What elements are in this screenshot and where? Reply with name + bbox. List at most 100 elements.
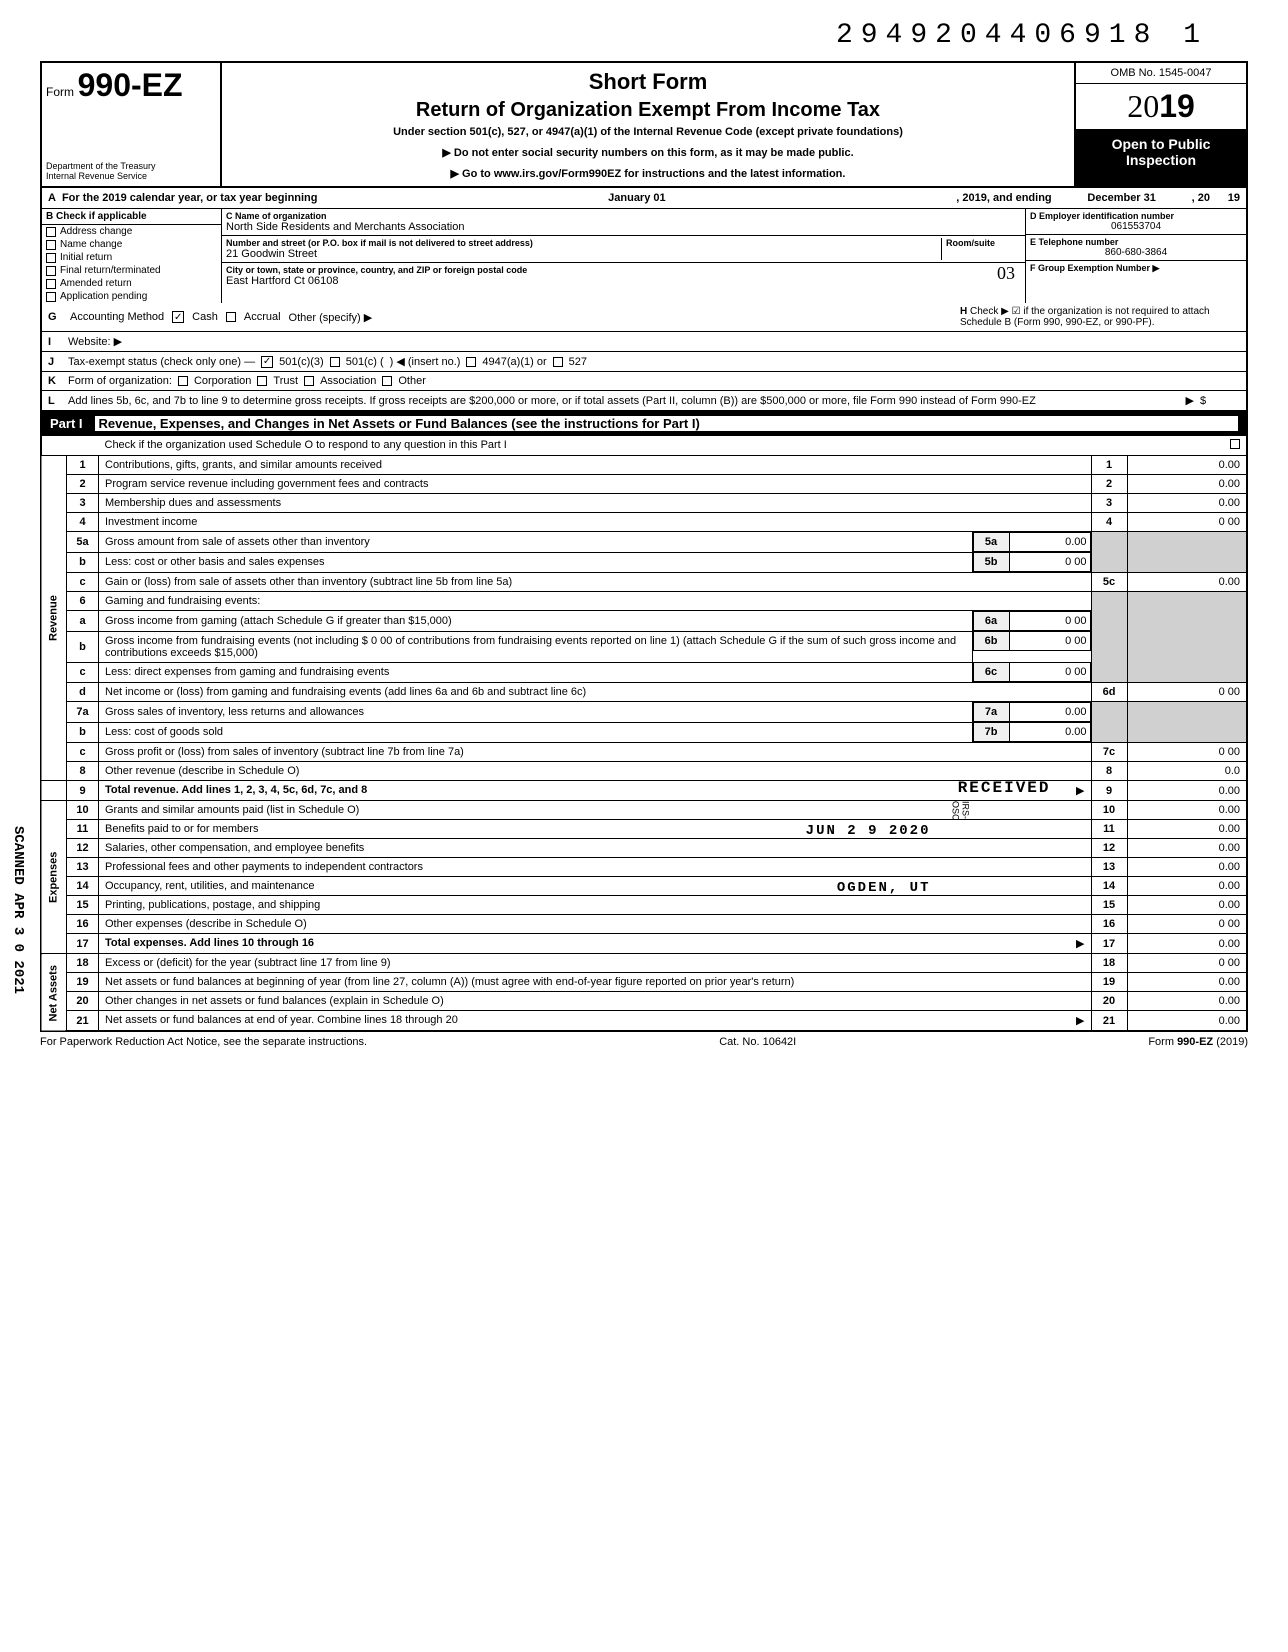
insert-no: ) ◀ (insert no.) <box>390 355 461 368</box>
l18-val: 0 00 <box>1127 954 1247 973</box>
l14-desc: Occupancy, rent, utilities, and maintena… <box>105 880 315 892</box>
l5c-desc: Gain or (loss) from sale of assets other… <box>105 576 512 588</box>
cb-final-return[interactable]: Final return/terminated <box>42 264 221 277</box>
l6a-sval: 0 00 <box>1010 612 1090 630</box>
l9-num: 9 <box>67 781 99 801</box>
omb-number: OMB No. 1545-0047 <box>1076 63 1246 84</box>
l6b-snum: 6b <box>974 632 1010 650</box>
l5a-num: 5a <box>67 532 99 553</box>
row-a-text: For the 2019 calendar year, or tax year … <box>62 192 318 204</box>
cb-label-0: Address change <box>60 226 132 237</box>
handwritten-03: 03 <box>997 263 1015 284</box>
l19-rnum: 19 <box>1091 973 1127 992</box>
l14-val: 0.00 <box>1127 877 1247 896</box>
add-lines-row: L Add lines 5b, 6c, and 7b to line 9 to … <box>40 391 1248 412</box>
l8-val: 0.0 <box>1127 762 1247 781</box>
part1-header: Part I Revenue, Expenses, and Changes in… <box>40 412 1248 435</box>
l19-val: 0.00 <box>1127 973 1247 992</box>
l7c-rnum: 7c <box>1091 743 1127 762</box>
l10-rnum: 10 <box>1091 801 1127 820</box>
website-row: I Website: ▶ <box>40 332 1248 352</box>
assoc-checkbox[interactable] <box>304 376 314 386</box>
year-val-19: 19 <box>1210 192 1240 204</box>
ogden-stamp: OGDEN, UT <box>837 880 931 896</box>
l9-val: 0.00 <box>1127 781 1247 801</box>
l7c-num: c <box>67 743 99 762</box>
l6b-desc: Gross income from fundraising events (no… <box>105 635 368 647</box>
l20-rnum: 20 <box>1091 992 1127 1011</box>
line-13: 13 Professional fees and other payments … <box>41 858 1247 877</box>
l6a-desc: Gross income from gaming (attach Schedul… <box>105 615 452 627</box>
l16-val: 0 00 <box>1127 915 1247 934</box>
city-label: City or town, state or province, country… <box>226 265 1021 275</box>
l8-desc: Other revenue (describe in Schedule O) <box>105 765 299 777</box>
form-header-center: Short Form Return of Organization Exempt… <box>222 63 1076 186</box>
cb-initial-return[interactable]: Initial return <box>42 251 221 264</box>
l1-num: 1 <box>67 456 99 475</box>
527-checkbox[interactable] <box>553 357 563 367</box>
accounting-text: Accounting Method <box>70 311 164 323</box>
other-org-label: Other <box>398 375 426 387</box>
cb-amended-return[interactable]: Amended return <box>42 277 221 290</box>
l7c-desc: Gross profit or (loss) from sales of inv… <box>105 746 464 758</box>
cb-address-change[interactable]: Address change <box>42 225 221 238</box>
line-10: Expenses 10 Grants and similar amounts p… <box>41 801 1247 820</box>
l8-rnum: 8 <box>1091 762 1127 781</box>
l7a-sval: 0.00 <box>1010 703 1090 721</box>
row-l-dollar: $ <box>1200 395 1240 407</box>
l5b-num: b <box>67 552 99 573</box>
line-19: 19 Net assets or fund balances at beginn… <box>41 973 1247 992</box>
l4-rnum: 4 <box>1091 513 1127 532</box>
city-value: East Hartford Ct 06108 <box>226 275 1021 287</box>
trust-checkbox[interactable] <box>257 376 267 386</box>
corp-checkbox[interactable] <box>178 376 188 386</box>
4947-checkbox[interactable] <box>466 357 476 367</box>
ssn-warning: ▶ Do not enter social security numbers o… <box>228 146 1068 159</box>
line-14: 14 Occupancy, rent, utilities, and maint… <box>41 877 1247 896</box>
footer-center: Cat. No. 10642I <box>719 1036 796 1048</box>
501c3-checkbox[interactable]: ✓ <box>261 356 273 368</box>
row-h: H Check ▶ ☑ if the organization is not r… <box>960 306 1240 328</box>
row-l-arrow: ▶ <box>1186 394 1194 407</box>
l5a-snum: 5a <box>974 533 1010 551</box>
row-j-label: J <box>48 356 62 368</box>
line-5b: b Less: cost or other basis and sales ex… <box>41 552 1247 573</box>
l6c-snum: 6c <box>974 663 1010 681</box>
l6d-desc: Net income or (loss) from gaming and fun… <box>105 686 586 698</box>
ein-value: 061553704 <box>1030 221 1242 232</box>
cash-label: Cash <box>192 311 218 323</box>
l21-val: 0.00 <box>1127 1011 1247 1032</box>
year-suffix: , 20 <box>1192 192 1210 204</box>
l18-rnum: 18 <box>1091 954 1127 973</box>
dept-line2: Internal Revenue Service <box>46 172 216 182</box>
line-15: 15 Printing, publications, postage, and … <box>41 896 1247 915</box>
l10-val: 0.00 <box>1127 801 1247 820</box>
under-section: Under section 501(c), 527, or 4947(a)(1)… <box>228 126 1068 138</box>
l12-num: 12 <box>67 839 99 858</box>
l13-rnum: 13 <box>1091 858 1127 877</box>
501c-checkbox[interactable] <box>330 357 340 367</box>
scanned-stamp: SCANNED APR 3 0 2021 <box>10 826 26 994</box>
schedule-o-checkbox[interactable] <box>1230 439 1240 449</box>
cb-name-change[interactable]: Name change <box>42 238 221 251</box>
l11-val: 0.00 <box>1127 820 1247 839</box>
accrual-checkbox[interactable] <box>226 312 236 322</box>
l4-val: 0 00 <box>1127 513 1247 532</box>
cash-checkbox[interactable]: ✓ <box>172 311 184 323</box>
street-value: 21 Goodwin Street <box>226 248 941 260</box>
l21-desc: Net assets or fund balances at end of ye… <box>105 1014 458 1026</box>
cb-application-pending[interactable]: Application pending <box>42 290 221 303</box>
phone-value: 860-680-3864 <box>1030 247 1242 258</box>
accrual-label: Accrual <box>244 311 281 323</box>
irs-osc-stamp: IRS-OSC <box>951 801 971 821</box>
l14-num: 14 <box>67 877 99 896</box>
expenses-sidebar: Expenses <box>41 801 67 954</box>
l6c-sval: 0 00 <box>1010 663 1090 681</box>
line-5c: c Gain or (loss) from sale of assets oth… <box>41 573 1247 592</box>
footer-left: For Paperwork Reduction Act Notice, see … <box>40 1036 367 1048</box>
other-org-checkbox[interactable] <box>382 376 392 386</box>
l12-val: 0.00 <box>1127 839 1247 858</box>
l6b-num: b <box>67 631 99 662</box>
form-org-row: K Form of organization: Corporation Trus… <box>40 372 1248 391</box>
accounting-row: G Accounting Method ✓ Cash Accrual Other… <box>40 303 1248 332</box>
